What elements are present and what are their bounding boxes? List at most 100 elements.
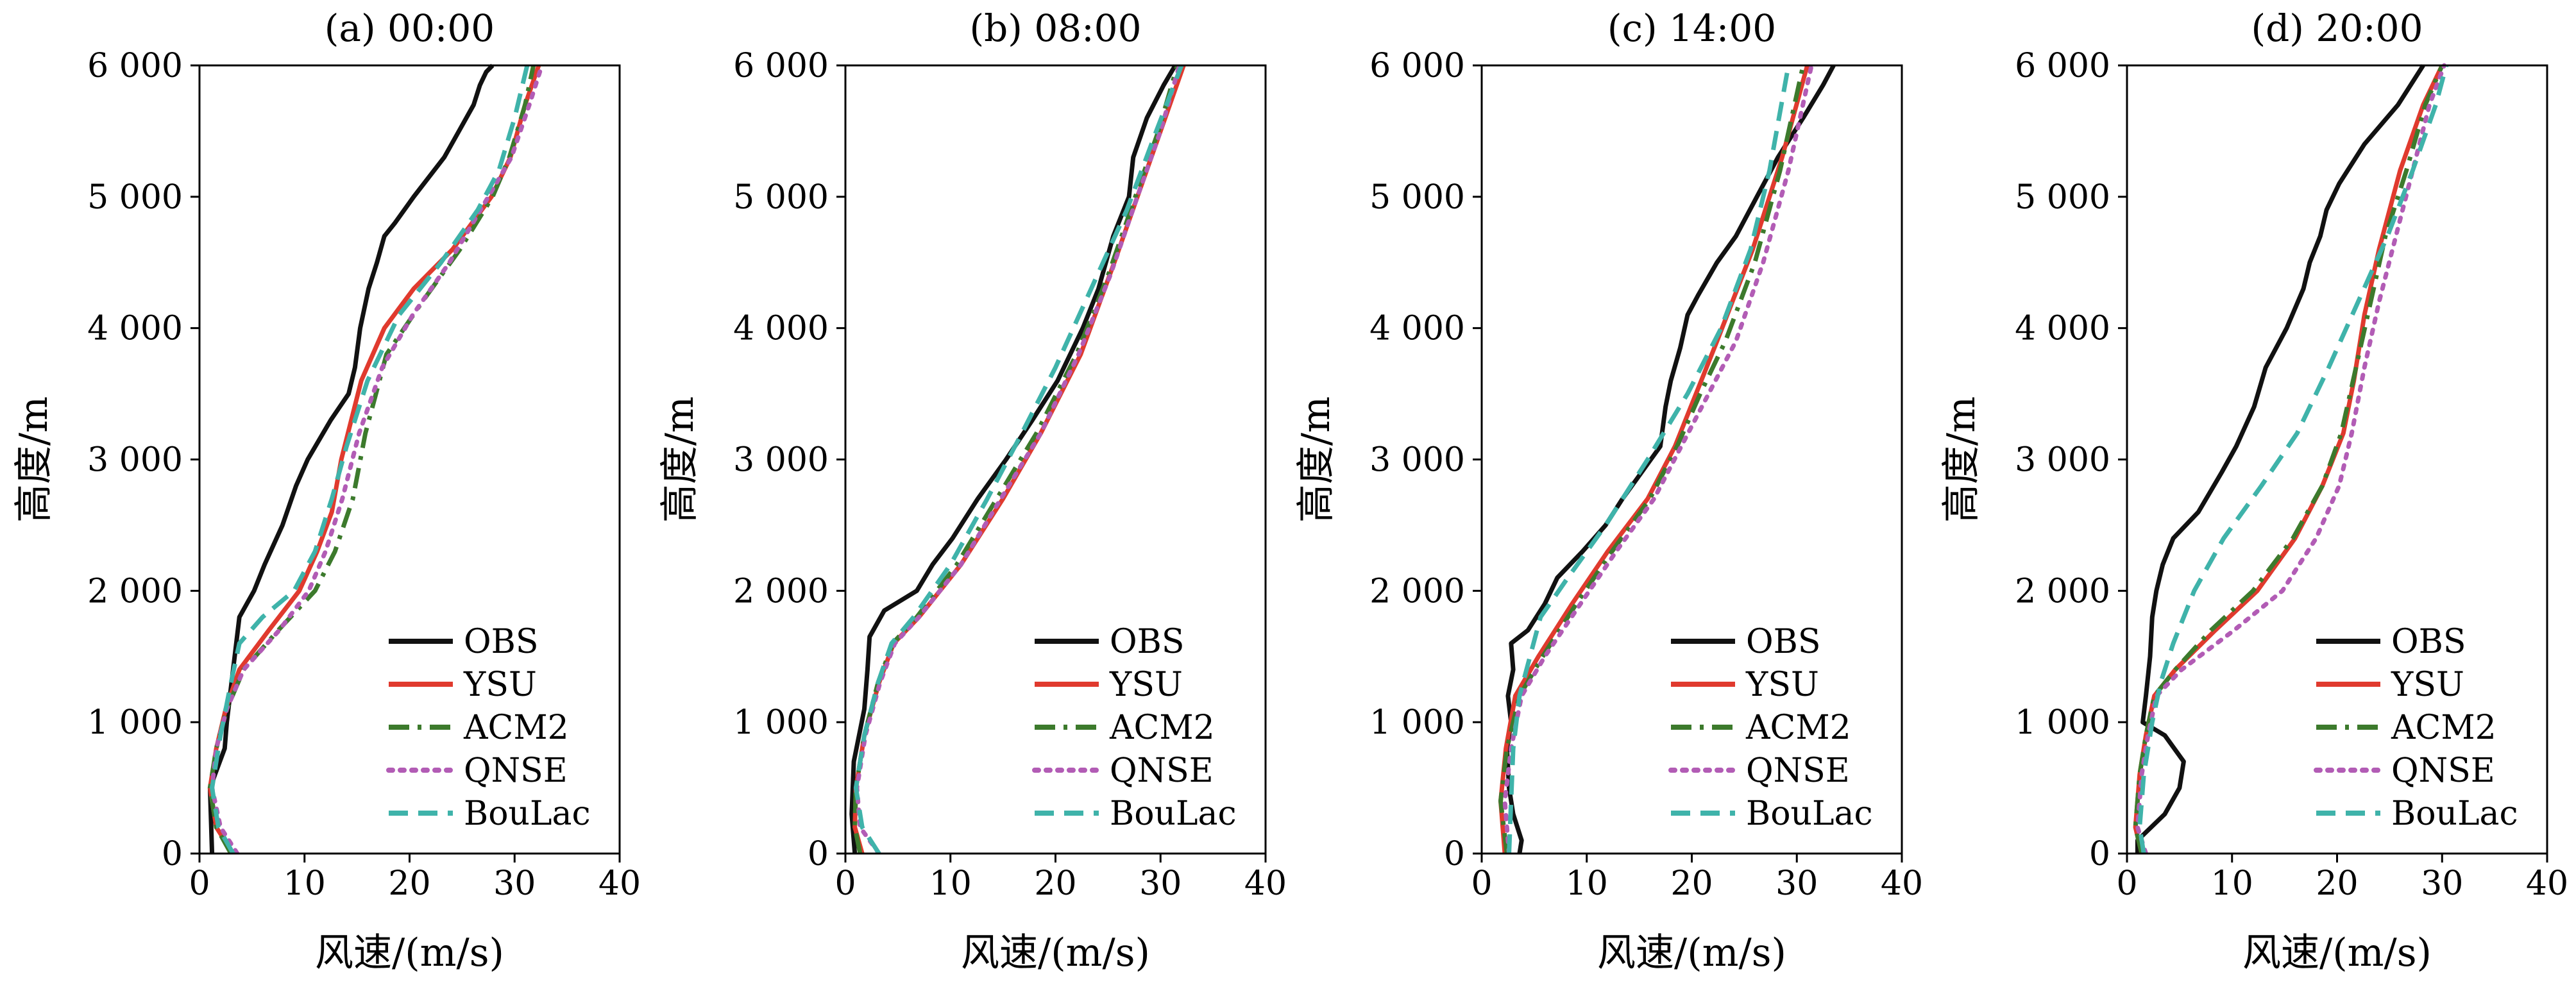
x-tick-label: 20: [2316, 864, 2358, 903]
y-tick-label: 6 000: [733, 47, 829, 85]
series-line-qnse: [854, 63, 1182, 854]
x-axis-label: 风速/(m/s): [961, 930, 1150, 975]
y-axis-label: 高度/m: [1294, 396, 1339, 523]
legend-label-ysu: YSU: [1745, 666, 1819, 704]
legend-label-obs: OBS: [1746, 623, 1820, 661]
legend: OBS YSU ACM2 QNSE BouLac: [1032, 623, 1237, 833]
y-axis-label: 高度/m: [12, 396, 56, 523]
chart-title: (a) 00:00: [325, 6, 495, 50]
y-tick-label: 1 000: [87, 703, 183, 742]
y-tick-label: 0: [1444, 835, 1465, 873]
x-tick-label: 10: [1566, 864, 1608, 903]
y-tick-label: 5 000: [1369, 178, 1465, 217]
series-line-obs: [849, 64, 1178, 854]
legend-label-qnse: QNSE: [464, 752, 568, 790]
x-tick-label: 40: [2526, 864, 2568, 903]
x-tick-label: 20: [388, 864, 430, 903]
x-tick-label: 10: [929, 864, 972, 903]
y-tick-label: 1 000: [2015, 703, 2110, 742]
y-tick-label: 4 000: [733, 310, 829, 348]
y-tick-label: 4 000: [2015, 310, 2110, 348]
legend-label-obs: OBS: [1110, 623, 1184, 661]
x-tick-label: 0: [2116, 864, 2137, 903]
x-tick-label: 0: [835, 864, 856, 903]
chart-panel-3: 0 10 20 30 40 0 1 000 2 000 3 000 4 000 5 000 6 000…: [1294, 6, 1923, 975]
x-tick-label: 10: [2211, 864, 2253, 903]
legend-label-acm2: ACM2: [2391, 709, 2496, 747]
legend-label-ysu: YSU: [1109, 666, 1183, 704]
x-tick-label: 40: [1244, 864, 1287, 903]
y-tick-label: 0: [162, 835, 183, 873]
y-tick-label: 5 000: [87, 178, 183, 217]
legend-label-obs: OBS: [2391, 623, 2466, 661]
chart-panel-4: 0 10 20 30 40 0 1 000 2 000 3 000 4 000 5 000 6 000…: [1939, 6, 2568, 975]
x-tick-label: 30: [493, 864, 536, 903]
series-line-obs: [2135, 64, 2425, 854]
series-line-obs: [207, 63, 495, 854]
series-line-acm2: [2133, 64, 2445, 854]
y-tick-label: 2 000: [2015, 572, 2110, 610]
series-group: [2133, 63, 2449, 854]
y-tick-label: 5 000: [733, 178, 829, 217]
x-tick-label: 40: [598, 864, 641, 903]
x-tick-label: 20: [1670, 864, 1713, 903]
y-axis-label: 高度/m: [1939, 396, 1984, 523]
legend-label-ysu: YSU: [2391, 666, 2464, 704]
y-tick-label: 3 000: [1369, 441, 1465, 480]
y-tick-label: 3 000: [733, 441, 829, 480]
y-tick-label: 6 000: [1369, 47, 1465, 85]
legend-label-acm2: ACM2: [1745, 709, 1851, 747]
series-line-ysu: [207, 64, 541, 854]
y-tick-label: 0: [2089, 835, 2110, 873]
x-tick-label: 0: [1471, 864, 1492, 903]
y-tick-label: 3 000: [87, 441, 183, 480]
y-tick-label: 3 000: [2015, 441, 2110, 480]
series-group: [1498, 63, 1836, 854]
legend: OBS YSU ACM2 QNSE BouLac: [386, 623, 591, 833]
legend-label-boulac: BouLac: [2391, 795, 2518, 833]
legend-label-acm2: ACM2: [1109, 709, 1215, 747]
chart-panel-1: 0 10 20 30 40 0 1 000 2 000 3 000 4 000 5 000 6 000…: [12, 6, 641, 975]
series-line-boulac: [210, 65, 530, 854]
series-line-boulac: [2137, 65, 2449, 854]
series-group: [849, 63, 1186, 854]
y-tick-label: 4 000: [1369, 310, 1465, 348]
legend-label-boulac: BouLac: [1746, 795, 1873, 833]
series-line-boulac: [853, 64, 1184, 854]
x-tick-label: 30: [1139, 864, 1182, 903]
y-tick-label: 1 000: [1369, 703, 1465, 742]
legend-label-qnse: QNSE: [1746, 752, 1850, 790]
x-tick-label: 30: [2421, 864, 2463, 903]
y-tick-label: 2 000: [87, 572, 183, 610]
x-axis-label: 风速/(m/s): [1597, 930, 1786, 975]
y-tick-label: 2 000: [1369, 572, 1465, 610]
y-tick-label: 5 000: [2015, 178, 2110, 217]
legend-label-qnse: QNSE: [2391, 752, 2495, 790]
chart-panel-2: 0 10 20 30 40 0 1 000 2 000 3 000 4 000 5 000 6 000…: [657, 6, 1287, 975]
legend: OBS YSU ACM2 QNSE BouLac: [1668, 623, 1873, 833]
chart-title: (c) 14:00: [1607, 6, 1776, 50]
x-tick-label: 40: [1881, 864, 1923, 903]
legend-label-ysu: YSU: [463, 666, 537, 704]
series-group: [207, 63, 545, 854]
legend-label-boulac: BouLac: [464, 795, 591, 833]
y-tick-label: 2 000: [733, 572, 829, 610]
legend: OBS YSU ACM2 QNSE BouLac: [2314, 623, 2518, 833]
y-tick-label: 0: [808, 835, 829, 873]
x-tick-label: 20: [1034, 864, 1076, 903]
series-line-boulac: [1507, 65, 1791, 854]
legend-label-acm2: ACM2: [463, 709, 569, 747]
y-tick-label: 4 000: [87, 310, 183, 348]
series-line-acm2: [207, 65, 536, 854]
x-tick-label: 10: [284, 864, 326, 903]
chart-title: (d) 20:00: [2251, 6, 2423, 50]
x-axis-label: 风速/(m/s): [2242, 930, 2432, 975]
y-axis-label: 高度/m: [657, 396, 702, 523]
legend-label-qnse: QNSE: [1110, 752, 1214, 790]
x-tick-label: 30: [1775, 864, 1818, 903]
series-line-qnse: [1502, 63, 1814, 854]
y-tick-label: 6 000: [2015, 47, 2110, 85]
y-tick-label: 1 000: [733, 703, 829, 742]
y-tick-label: 6 000: [87, 47, 183, 85]
